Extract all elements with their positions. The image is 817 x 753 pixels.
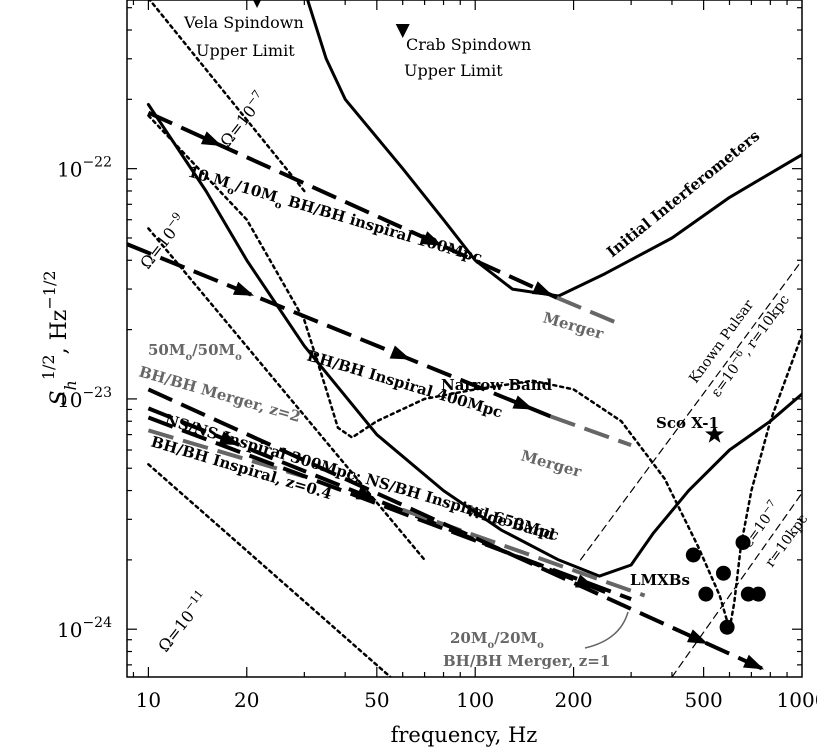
bh100-part-c: /10M (233, 177, 279, 206)
x-tick-label-100: 100 (456, 688, 494, 712)
track-bh-bh-merger-z-0-4-band (402, 507, 646, 598)
crab-label-line1: Crab Spindown (406, 35, 531, 54)
curves (146, 0, 802, 677)
y-tick-exponent: −22 (82, 155, 112, 171)
omega7-label: Ω=10−7 (215, 88, 270, 151)
y-label-sub: h (61, 380, 80, 390)
track-arrowhead (389, 345, 411, 360)
narrow-band-label: Narrow Band (441, 376, 553, 394)
track-arrowhead (686, 629, 709, 644)
x-tick-label-200: 200 (554, 688, 592, 712)
omega9-label: Ω=10−9 (135, 210, 190, 273)
track-arrowhead (421, 231, 443, 246)
y-label-base: S (47, 390, 72, 405)
lmxb-point (735, 534, 751, 550)
track-arrowhead (531, 281, 553, 296)
curve-omega-1e-11 (147, 463, 392, 677)
y-tick-mantissa: 10 (57, 618, 82, 642)
m20-part-a: 20M (450, 629, 487, 647)
plot-frame (126, 0, 803, 678)
m20-label-line2: BH/BH Merger, z=1 (443, 652, 610, 670)
track-arrowhead (512, 395, 534, 410)
lmxb-point (750, 586, 766, 602)
y-tick-label: 10−23 (57, 385, 112, 412)
m50-part-c: /50M (192, 341, 235, 359)
y-tick-label: 10−22 (57, 155, 112, 182)
track-arrowhead (200, 131, 222, 146)
track-bh-bh-inspiral-400mpc (127, 242, 552, 419)
track-bh-bh-inspiral-z-0-4 (147, 415, 632, 602)
axis-ticks (127, 0, 802, 677)
m20-part-c: /20M (494, 629, 537, 647)
curve-omega-1e-9 (147, 227, 426, 562)
curve-omega-1e-7 (148, 0, 306, 193)
track-arrowhead (742, 654, 765, 670)
x-tick-label-50: 50 (364, 688, 389, 712)
marker-sco-x-1 (705, 424, 725, 443)
lmxb-point (719, 619, 735, 635)
bh100-part-a: 10 M (186, 163, 232, 192)
y-tick-label: 10−24 (57, 615, 112, 642)
initial-interferometers-label: Initial Interferometers (603, 127, 763, 261)
m50-sub-1: o (185, 352, 192, 363)
x-tick-labels: 10 20 50 100 200 500 1000 (136, 688, 817, 712)
track-arrowhead (232, 281, 255, 296)
y-axis-label: Sh1/2, Hz−1/2 (39, 270, 80, 405)
x-tick-label-500: 500 (685, 688, 723, 712)
x-axis-label: frequency, Hz (391, 723, 538, 747)
y-tick-exponent: −24 (82, 615, 112, 631)
x-tick-label-20: 20 (234, 688, 259, 712)
marker-vela-spindown-upper-limit (253, 0, 262, 8)
m50-label-line1: 50Mo/50Mo (148, 341, 242, 363)
y-label-unit: , Hz (47, 310, 72, 355)
lmxbs-label: LMXBs (630, 571, 690, 589)
track-ns-bh-inspiral-650mpc (147, 387, 772, 675)
curve-known-pulsar-eps-1e-7 (671, 492, 802, 677)
x-tick-label-10: 10 (136, 688, 161, 712)
x-tick-label-1000: 1000 (777, 688, 817, 712)
merger-label-2: Merger (519, 447, 585, 482)
omega11-label: Ω=10−11 (153, 587, 213, 655)
y-label-pow: 1/2 (39, 354, 58, 380)
track-10-mo-10mo-merger (556, 295, 623, 327)
bh100-sub-1: o (226, 185, 236, 198)
omega11-base: Ω=10 (154, 607, 198, 656)
vela-label-line1: Vela Spindown (183, 13, 304, 32)
curve-wide-band (146, 103, 802, 578)
source-tracks (127, 110, 772, 675)
omega11-exp: −11 (182, 587, 207, 613)
lmxb-point (715, 565, 731, 581)
track-50mo-50mo-bh-bh-merger-z-2 (147, 428, 305, 479)
m20-connector (584, 611, 629, 649)
marker-crab-spindown-upper-limit (395, 24, 410, 39)
y-tick-mantissa: 10 (57, 388, 82, 412)
m20-sub-1: o (487, 640, 494, 651)
m20-label-line1: 20Mo/20Mo (450, 629, 544, 651)
y-label-unit-pow: −1/2 (40, 270, 59, 309)
crab-label-line2: Upper Limit (404, 61, 503, 80)
track-arrowhead (218, 431, 240, 446)
curve-known-pulsar-eps-1e-6 (579, 259, 802, 561)
y-tick-mantissa: 10 (57, 158, 82, 182)
m20-sub-2: o (537, 640, 544, 651)
curve-narrow-band (147, 114, 802, 631)
y-tick-exponent: −23 (82, 385, 112, 401)
sco-x1-label: Sco X-1 (656, 414, 719, 432)
m50-sub-2: o (235, 352, 242, 363)
track-bh-bh-400mpc-merger (549, 414, 632, 448)
source-markers (253, 0, 766, 635)
bh100-part-e: BH/BH inspiral 100Mpc (281, 191, 485, 267)
curve-initial-interferometers (306, 0, 802, 298)
lmxb-point (685, 547, 701, 563)
bh100-sub-2: o (273, 199, 283, 212)
m50-part-a: 50M (148, 341, 185, 359)
lmxb-point (698, 586, 714, 602)
vela-label-line2: Upper Limit (196, 41, 295, 60)
